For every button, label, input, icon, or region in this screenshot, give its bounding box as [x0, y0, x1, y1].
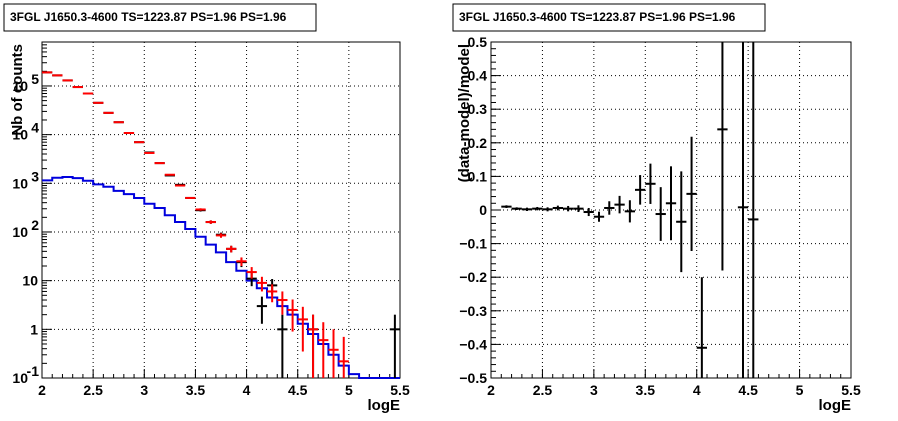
residual-marks: [501, 42, 759, 378]
y-tick-label: 0.3: [468, 101, 488, 117]
x-tick-label: 2.5: [533, 382, 553, 398]
counts-ticks: [41, 41, 401, 379]
x-tick-label: 5: [796, 382, 804, 398]
y-tick-label: 0.2: [468, 135, 488, 151]
y-tick-label: −0.3: [459, 303, 487, 319]
x-tick-label: 4.5: [288, 382, 308, 398]
y-tick-label: 0.4: [468, 68, 488, 84]
y-tick-label: −0.4: [459, 336, 487, 352]
y-tick-exponent: 3: [31, 168, 39, 184]
y-tick-label: 0.1: [468, 168, 488, 184]
counts-title: 3FGL J1650.3-4600 TS=1223.87 PS=1.96 PS=…: [10, 10, 287, 24]
x-tick-label: 3.5: [186, 382, 206, 398]
y-tick-label: 1: [30, 321, 38, 337]
residual-y-axis-title: (data-model)/model: [456, 44, 473, 182]
y-tick-label: −0.2: [459, 269, 487, 285]
model-histogram-line: [42, 175, 400, 379]
counts-x-axis-title: logE: [368, 397, 401, 414]
counts-plot-frame: [41, 41, 401, 379]
counts-title-box: [3, 3, 317, 32]
y-tick-exponent: 4: [31, 120, 39, 136]
y-tick-label: −0.1: [459, 236, 487, 252]
x-tick-label: 4: [693, 382, 701, 398]
residual-grid: [491, 42, 851, 378]
y-tick-label: 10: [12, 127, 28, 143]
residual-x-axis-title: logE: [819, 397, 852, 414]
residual-tick-labels: 2 2.5 3 3.5 4 4.5 5 5.5 −0.5 −0.4 −0.3 −0.2 −0.1 0 0.1…: [459, 34, 861, 398]
x-tick-label: 2.5: [83, 382, 103, 398]
x-tick-label: 3: [140, 382, 148, 398]
x-tick-label: 4.5: [738, 382, 758, 398]
y-tick-exponent: -1: [27, 363, 40, 379]
counts-marks: [42, 71, 400, 379]
residual-panel: 3FGL J1650.3-4600 TS=1223.87 PS=1.96 PS=…: [452, 3, 861, 414]
counts-grid: [42, 42, 400, 378]
y-tick-label: 10: [12, 78, 28, 94]
counts-y-axis-title: Nb of counts: [9, 44, 26, 136]
residual-ticks: [490, 41, 852, 379]
counts-panel: 3FGL J1650.3-4600 TS=1223.87 PS=1.96 PS=…: [3, 3, 410, 414]
y-tick-label: 10: [22, 273, 38, 289]
x-tick-label: 3.5: [636, 382, 656, 398]
y-tick-label: 10: [12, 175, 28, 191]
y-tick-label: −0.5: [459, 370, 487, 386]
x-tick-label: 4: [243, 382, 251, 398]
x-tick-label: 5.5: [390, 382, 410, 398]
x-tick-label: 3: [590, 382, 598, 398]
y-tick-label: 10: [12, 224, 28, 240]
y-tick-exponent: 5: [31, 71, 39, 87]
x-tick-label: 2: [487, 382, 495, 398]
y-tick-exponent: 2: [31, 217, 39, 233]
y-tick-label: 0: [479, 202, 487, 218]
x-tick-label: 5.5: [841, 382, 861, 398]
y-tick-label: 0.5: [468, 34, 488, 50]
x-tick-label: 5: [345, 382, 353, 398]
residual-title: 3FGL J1650.3-4600 TS=1223.87 PS=1.96 PS=…: [459, 10, 736, 24]
residual-title-box: [452, 3, 766, 32]
y-tick-label: 10: [12, 370, 28, 386]
x-tick-label: 2: [38, 382, 46, 398]
